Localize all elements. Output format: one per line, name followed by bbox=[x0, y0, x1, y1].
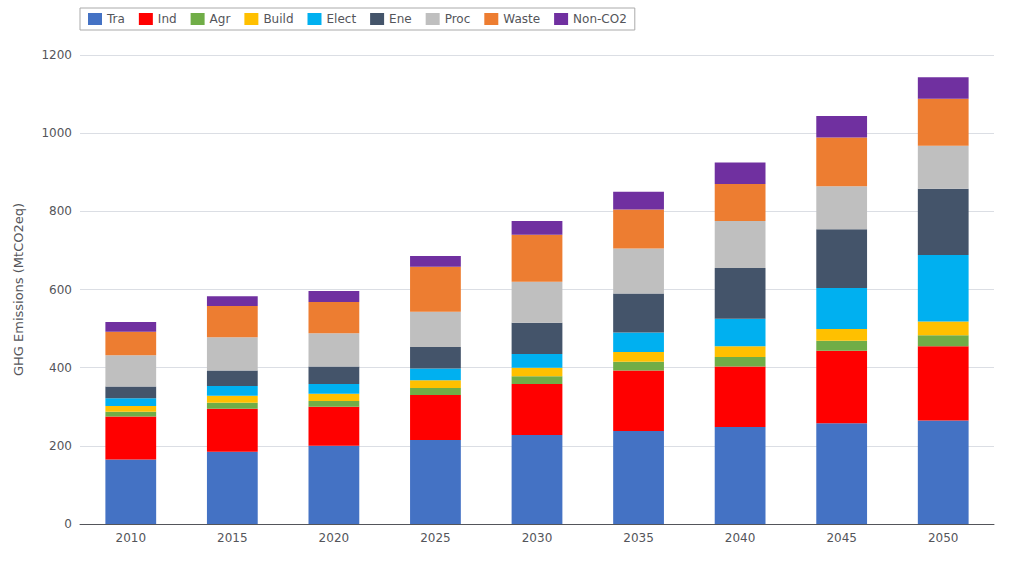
svg-text:800: 800 bbox=[49, 204, 72, 218]
svg-text:Ind: Ind bbox=[158, 12, 177, 26]
svg-text:Non-CO2: Non-CO2 bbox=[573, 12, 627, 26]
svg-text:2040: 2040 bbox=[725, 531, 756, 545]
svg-text:Proc: Proc bbox=[445, 12, 471, 26]
svg-text:1200: 1200 bbox=[41, 48, 72, 62]
svg-text:2035: 2035 bbox=[623, 531, 654, 545]
svg-text:2030: 2030 bbox=[522, 531, 553, 545]
svg-text:Build: Build bbox=[263, 12, 293, 26]
svg-text:1000: 1000 bbox=[41, 126, 72, 140]
svg-text:400: 400 bbox=[49, 361, 72, 375]
svg-text:600: 600 bbox=[49, 283, 72, 297]
svg-text:2010: 2010 bbox=[116, 531, 147, 545]
svg-text:2025: 2025 bbox=[420, 531, 451, 545]
svg-text:Waste: Waste bbox=[503, 12, 540, 26]
svg-text:2045: 2045 bbox=[826, 531, 857, 545]
svg-text:GHG Emissions (MtCO2eq): GHG Emissions (MtCO2eq) bbox=[11, 203, 26, 376]
svg-text:2015: 2015 bbox=[217, 531, 248, 545]
svg-text:2050: 2050 bbox=[928, 531, 959, 545]
svg-text:Ene: Ene bbox=[389, 12, 412, 26]
svg-text:200: 200 bbox=[49, 439, 72, 453]
svg-text:Agr: Agr bbox=[210, 12, 231, 26]
svg-text:0: 0 bbox=[64, 517, 72, 531]
svg-text:Elect: Elect bbox=[326, 12, 356, 26]
svg-text:2020: 2020 bbox=[319, 531, 350, 545]
svg-text:Tra: Tra bbox=[106, 12, 125, 26]
